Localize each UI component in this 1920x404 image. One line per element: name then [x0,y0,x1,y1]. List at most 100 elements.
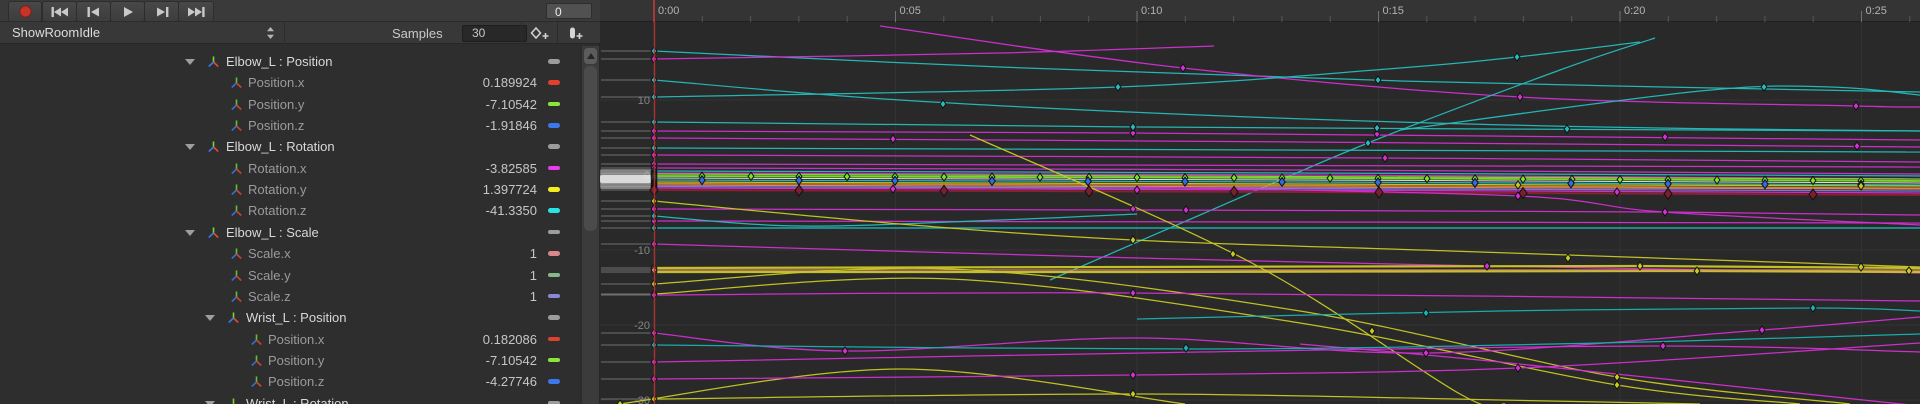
scrollbar-up-button[interactable] [584,48,597,64]
keyframe-diamond [1374,186,1384,199]
property-value[interactable]: -41.3350 [485,203,537,219]
toolbar-separator [521,22,522,44]
curve-property-row[interactable]: Rotation.y 1.397724 [0,179,581,200]
animation-curve [653,50,1920,93]
add-event-icon [567,26,584,40]
keyframe-diamond [747,171,755,182]
foldout-triangle-icon[interactable] [205,400,215,404]
animation-curve [879,25,1920,108]
curve-property-row[interactable]: Scale.z 1 [0,286,581,307]
animation-curve [619,368,1186,404]
curve-color-dash [548,272,560,277]
record-icon [18,5,32,18]
transform-axis-icon [207,226,220,239]
property-label: Scale.y [248,267,291,283]
property-value[interactable]: -7.10542 [485,352,537,368]
keyframe-diamond [1905,266,1913,276]
previous-frame-button[interactable] [76,1,111,22]
animation-curve [653,393,1701,404]
property-value[interactable]: -7.10542 [485,96,537,112]
property-value[interactable]: 1 [529,246,537,262]
property-label: Wrist_L : Rotation [246,395,349,404]
curve-group-row[interactable]: Elbow_L : Position [0,51,581,72]
property-value[interactable]: 0.189924 [482,75,537,91]
property-value[interactable]: -4.27746 [485,374,537,390]
curve-property-row[interactable]: Position.x 0.189924 [0,72,581,93]
property-label: Rotation.z [248,203,307,219]
animation-curve [653,170,1920,177]
skip-start-icon [51,6,69,18]
skip-to-end-button[interactable] [178,1,214,22]
property-value[interactable]: 1.397724 [482,182,537,198]
transform-axis-icon [227,397,240,404]
curve-property-row[interactable]: Rotation.x -3.82585 [0,158,581,179]
keyframe-diamond [1084,184,1094,198]
property-label: Position.z [268,374,325,390]
property-list-scrollbar[interactable] [581,46,600,404]
keyframe-diamond [1809,175,1817,186]
curve-property-row[interactable]: Position.y -7.10542 [0,94,581,115]
timeline-ruler[interactable]: 0:00 0:05 0:10 0:15 0:20 0:25 [600,0,1920,22]
transform-axis-icon [230,98,243,111]
transport-toolbar: 0 [0,0,600,22]
property-label: Scale.x [248,246,291,262]
curve-property-row[interactable]: Scale.y 1 [0,265,581,286]
curve-property-row[interactable]: Position.z -4.27746 [0,371,581,392]
add-event-button[interactable] [559,23,592,43]
curve-property-row[interactable]: Position.y -7.10542 [0,350,581,371]
curve-property-row[interactable]: Position.z -1.91846 [0,115,581,136]
curve-property-row[interactable]: Scale.x 1 [0,243,581,264]
clip-name-label: ShowRoomIdle [12,25,101,40]
curve-property-row[interactable]: Rotation.z -41.3350 [0,200,581,221]
keyframe-diamond [891,175,899,187]
property-value[interactable]: -1.91846 [485,118,537,134]
keyframe-diamond [1374,75,1382,85]
keyframe-diamond [889,184,897,194]
keyframe-diamond [1808,188,1818,201]
samples-field[interactable]: 30 [462,25,527,42]
toolbar-separator [284,22,285,44]
ruler-time-label: 0:25 [1866,5,1887,17]
animation-left-panel: 0 ShowRoomIdle Samples 30 Elbow_L : Posi… [0,0,600,404]
add-keyframe-icon [529,26,550,40]
value-axis-label: 10 [638,95,650,107]
keyframe-diamond [1514,180,1522,190]
keyframe-diamond [1563,124,1571,134]
keyframe-diamond [1133,185,1141,195]
add-keyframe-button[interactable] [523,23,556,43]
keyframe-diamond [1129,370,1137,380]
record-button[interactable] [8,1,42,22]
curve-group-row[interactable]: Wrist_L : Position [0,307,581,328]
skip-to-start-button[interactable] [42,1,77,22]
current-frame-field[interactable]: 0 [546,3,592,19]
animation-curve [653,342,1920,380]
property-value[interactable]: 1 [529,288,537,304]
animation-curve [653,316,1920,354]
keyframe-diamond [1422,308,1430,318]
foldout-triangle-icon[interactable] [185,144,195,151]
play-button[interactable] [110,1,145,22]
curve-editor-canvas[interactable]: 100-10-20-30 [600,22,1920,404]
curve-group-row[interactable]: Elbow_L : Rotation [0,136,581,157]
curve-group-row[interactable]: Elbow_L : Scale [0,222,581,243]
foldout-triangle-icon[interactable] [185,229,195,236]
animation-curve [653,277,1801,404]
curve-group-row[interactable]: Wrist_L : Rotation [0,393,581,404]
curve-property-row[interactable]: Position.x 0.182086 [0,329,581,350]
next-frame-button[interactable] [144,1,179,22]
keyframe-diamond [1483,261,1491,271]
property-value[interactable]: 0.182086 [482,331,537,347]
clip-selector-dropdown[interactable]: ShowRoomIdle [0,22,284,44]
transform-axis-icon [250,333,263,346]
foldout-triangle-icon[interactable] [205,315,215,322]
keyframe-diamond [1636,261,1644,271]
ruler-time-label: 0:00 [658,5,679,17]
animation-curve [653,264,1920,270]
foldout-triangle-icon[interactable] [185,59,195,65]
property-value[interactable]: 1 [529,267,537,283]
animation-curve [653,292,1920,302]
scrollbar-thumb[interactable] [584,66,597,231]
property-label: Scale.z [248,288,291,304]
curve-color-dash [548,144,560,149]
property-value[interactable]: -3.82585 [485,160,537,176]
